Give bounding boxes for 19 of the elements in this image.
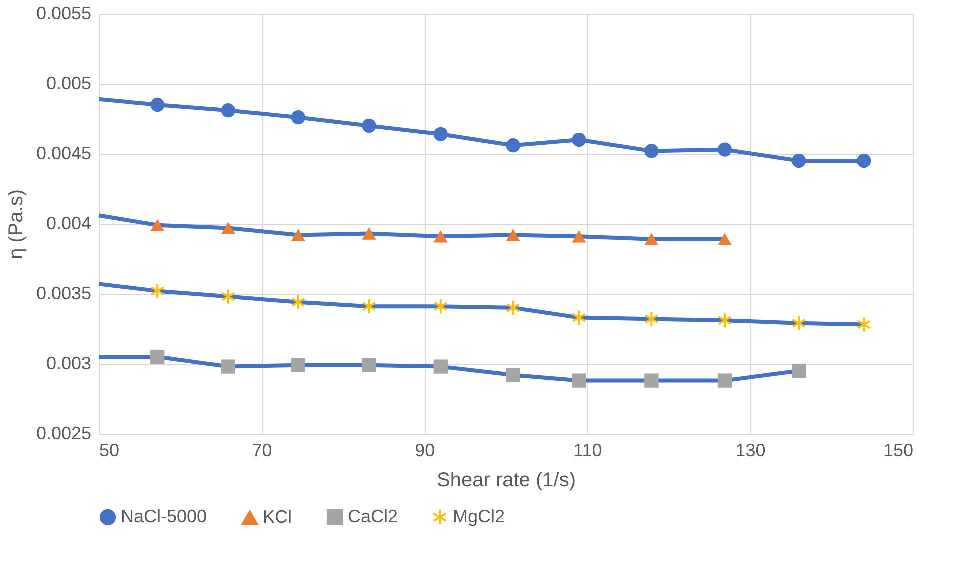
y-tick-label: 0.0055 <box>36 4 92 24</box>
legend-label: NaCl-5000 <box>121 506 208 526</box>
x-tick-label: 70 <box>252 440 272 460</box>
x-tick-label: 110 <box>574 440 602 460</box>
x-tick-label: 150 <box>883 440 914 460</box>
x-tick-label: 90 <box>415 440 436 460</box>
x-tick-label: 130 <box>736 440 766 460</box>
y-tick-label: 0.005 <box>46 74 92 94</box>
legend-label: MgCl2 <box>453 506 506 526</box>
y-tick-label: 0.004 <box>46 214 92 234</box>
y-axis-title: η (Pa.s) <box>5 189 28 260</box>
legend-label: CaCl2 <box>348 506 398 526</box>
x-axis-title: Shear rate (1/s) <box>437 470 576 492</box>
x-tick-label: 50 <box>100 440 120 460</box>
y-tick-label: 0.003 <box>46 354 92 374</box>
y-tick-label: 0.0025 <box>36 424 92 444</box>
y-tick-label: 0.0045 <box>36 144 92 164</box>
y-tick-label: 0.0035 <box>36 284 92 304</box>
legend-label: KCl <box>263 506 292 527</box>
